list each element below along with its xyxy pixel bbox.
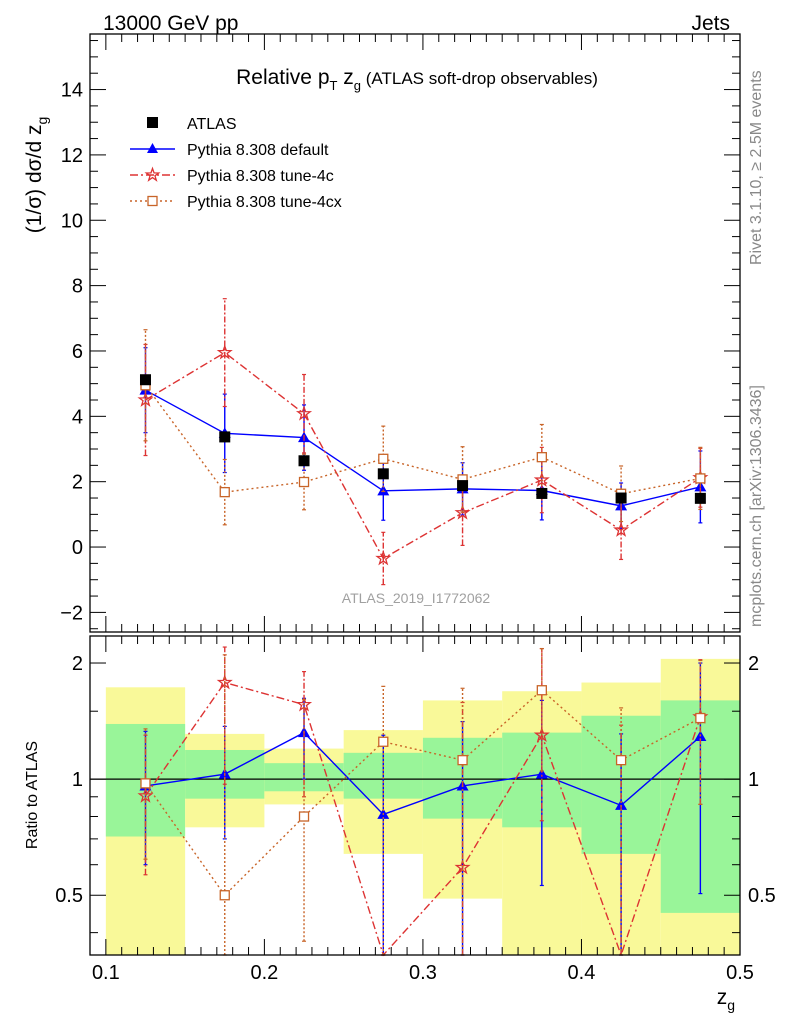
main-panel <box>137 298 709 586</box>
marker-tune4c <box>454 504 471 520</box>
marker-tune4c <box>295 405 313 421</box>
main-y-tick-label: 14 <box>61 80 83 102</box>
marker-tune4cx <box>457 754 468 766</box>
marker-tune4cx <box>615 754 627 766</box>
main-y-tick-label: −2 <box>60 602 83 624</box>
legend-atlas-marker <box>147 117 158 128</box>
legend-tune4cx-label: Pythia 8.308 tune-4cx <box>187 194 342 211</box>
marker-atlas <box>298 455 310 467</box>
legend: ATLAS Pythia 8.308 default Pythia 8.308 … <box>130 116 342 211</box>
ratio-y-tick-label-left: 1 <box>72 769 83 791</box>
title-sub-g: g <box>354 78 361 93</box>
ratio-y-tick-label-right: 2 <box>748 653 759 675</box>
main-title: Relative pT zg (ATLAS soft-drop observab… <box>236 66 598 93</box>
legend-tune4cx-marker <box>147 195 158 207</box>
ratio-y-tick-label-left: 0.5 <box>55 885 83 907</box>
marker-tune4cx <box>298 811 310 822</box>
marker-tune4cx <box>695 712 706 724</box>
marker-tune4c <box>613 521 630 537</box>
marker-tune4cx <box>219 486 230 498</box>
x-tick-label: 0.4 <box>568 962 596 984</box>
ratio-frame <box>89 635 741 956</box>
marker-atlas <box>139 374 151 386</box>
legend-tune4c-label: Pythia 8.308 tune-4c <box>187 168 334 185</box>
series-line-default <box>145 731 701 816</box>
marker-atlas <box>219 431 231 443</box>
marker-atlas <box>694 492 706 504</box>
legend-tune4c-marker <box>144 166 161 182</box>
main-y-tick-label: 8 <box>72 276 83 298</box>
legend-atlas-label: ATLAS <box>187 116 237 133</box>
ratio-y-tick-label-right: 1 <box>748 769 759 791</box>
series-line-tune4cx <box>144 689 701 897</box>
marker-atlas <box>536 487 548 499</box>
series-line-tune4c <box>145 351 701 560</box>
legend-default-marker <box>147 143 158 153</box>
x-axis-label-text: z <box>717 986 728 1009</box>
title-sub-t: T <box>330 78 338 93</box>
main-y-tick-label: 6 <box>72 341 83 363</box>
main-ylabel: (1/σ) dσ/d zg <box>23 117 50 234</box>
header-right-label: Jets <box>691 12 730 35</box>
main-y-tick-label: 4 <box>72 406 83 428</box>
marker-default <box>615 799 628 810</box>
title-z: z <box>337 66 353 89</box>
ratio-y-tick-label-left: 2 <box>72 653 83 675</box>
marker-tune4c <box>533 471 550 487</box>
marker-tune4cx <box>298 476 310 488</box>
title-rest: (ATLAS soft-drop observables) <box>361 69 598 88</box>
series-line-tune4c <box>144 681 702 958</box>
main-frame <box>89 33 741 633</box>
marker-tune4cx <box>140 778 151 789</box>
main-y-tick-label: 0 <box>72 537 83 559</box>
marker-default <box>535 768 548 779</box>
marker-tune4cx <box>378 453 389 464</box>
mcplots-label: mcplots.cern.ch [arXiv:1306.3436] <box>748 385 765 627</box>
main-y-tick-label: 10 <box>61 210 83 232</box>
marker-tune4c <box>375 550 392 566</box>
marker-atlas <box>377 468 389 480</box>
legend-default-label: Pythia 8.308 default <box>187 142 329 159</box>
analysis-watermark: ATLAS_2019_I1772062 <box>342 590 491 606</box>
series-line-tune4cx <box>144 384 701 495</box>
series-line-default <box>145 389 701 507</box>
marker-tune4cx <box>378 736 389 747</box>
x-axis-label-sub: g <box>727 997 735 1013</box>
ratio-y-tick-label-right: 0.5 <box>748 885 776 907</box>
marker-tune4cx <box>536 452 547 463</box>
ratio-panel <box>90 646 740 958</box>
rivet-label: Rivet 3.1.10, ≥ 2.5M events <box>748 70 765 265</box>
x-tick-label: 0.3 <box>409 962 437 984</box>
marker-tune4cx <box>219 890 230 901</box>
main-ylabel-sub: g <box>34 117 50 125</box>
x-axis-label: zg <box>717 986 735 1013</box>
x-tick-label: 0.5 <box>726 962 754 984</box>
ratio-ylabel: Ratio to ATLAS <box>24 741 41 849</box>
marker-tune4c <box>216 344 233 360</box>
x-tick-label: 0.2 <box>250 962 278 984</box>
marker-tune4c <box>137 391 154 407</box>
title-main-text: Relative p <box>236 66 329 89</box>
main-y-tick-label: 2 <box>72 472 83 494</box>
marker-atlas <box>615 492 627 504</box>
marker-tune4cx <box>695 473 706 484</box>
x-tick-label: 0.1 <box>92 962 120 984</box>
marker-atlas <box>457 480 469 492</box>
main-ylabel-text: (1/σ) dσ/d z <box>23 125 46 234</box>
marker-tune4cx <box>536 685 547 696</box>
header-left-label: 13000 GeV pp <box>103 12 238 35</box>
main-y-tick-label: 12 <box>61 145 83 167</box>
